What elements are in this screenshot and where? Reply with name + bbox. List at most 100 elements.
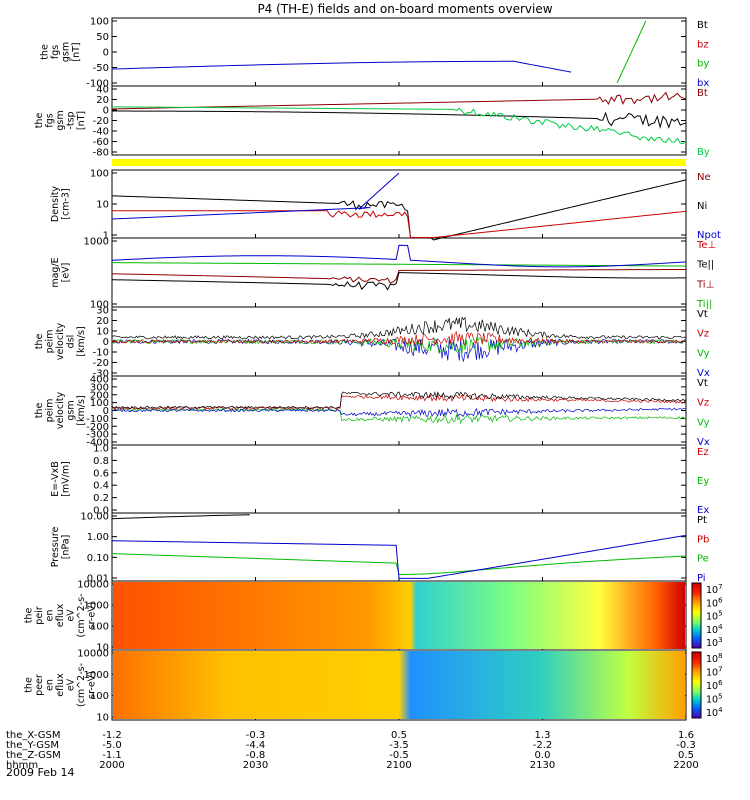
y-axis-label-line: fgs xyxy=(45,113,56,127)
y-axis-label: the fgs gsm -tsp [nT] xyxy=(34,110,87,130)
y-axis-label: the peim velocity gsm [km/s] xyxy=(34,392,87,430)
series-pi xyxy=(111,534,687,579)
series-ne xyxy=(112,210,687,239)
y-tick-label: 10 xyxy=(96,643,109,654)
x-row-value: 0.0 xyxy=(535,750,551,761)
series-vy-dsl xyxy=(111,336,687,355)
x-row-value: -2.2 xyxy=(533,740,553,751)
series-bx xyxy=(111,60,572,73)
colorbar-label: 107 xyxy=(706,666,723,679)
y-axis-label: E=-VxB [mV/m] xyxy=(50,461,72,497)
y-axis-label-line: mag/E xyxy=(50,257,61,287)
legend-ez: Ez xyxy=(697,447,709,458)
x-row-value: 0.5 xyxy=(391,730,407,741)
panel-bfgs: the fgs gsm [nT] 100 50 0 -50 -100 Bt bz by bx xyxy=(39,17,709,90)
series-pe xyxy=(111,553,687,575)
x-row-value: -3.5 xyxy=(389,740,409,751)
y-tick-label: 0.0 xyxy=(93,506,109,517)
x-row-value: 0.5 xyxy=(678,750,694,761)
colorbar xyxy=(691,582,702,649)
legend-ne: Ne xyxy=(697,172,711,183)
legend-vz: Vz xyxy=(697,398,709,409)
y-axis-label-line: [nPa] xyxy=(60,535,71,560)
y-tick-label: 0.2 xyxy=(93,493,109,504)
y-tick-label: -400 xyxy=(86,438,109,449)
y-tick-label: 100 xyxy=(90,398,109,409)
y-axis-label-line: [nT] xyxy=(76,111,87,130)
y-tick-label: -60 xyxy=(93,137,109,148)
legend-ni: Ni xyxy=(697,201,707,212)
y-axis-label: mag/E [eV] xyxy=(50,257,72,287)
legend-pb: Pb xyxy=(697,534,709,545)
y-tick-label: 300 xyxy=(90,382,109,393)
y-tick-label: 400 xyxy=(90,375,109,386)
y-axis-label-line: the xyxy=(34,334,45,350)
legend-pi: Pi xyxy=(697,573,706,584)
x-row-value: 1.6 xyxy=(678,730,694,741)
y-tick-label: 10.00 xyxy=(80,512,109,523)
x-row-value: 2030 xyxy=(243,760,268,771)
series-bt xyxy=(111,91,687,110)
spectrogram-frame xyxy=(111,649,687,721)
y-axis-label-line: en xyxy=(45,679,56,691)
x-row-label: the_Y-GSM xyxy=(6,740,59,751)
y-tick-label: 0.01 xyxy=(87,574,109,585)
x-row-value: 2130 xyxy=(530,760,555,771)
y-tick-label: 40 xyxy=(96,85,109,96)
y-tick-label: -50 xyxy=(93,63,109,74)
y-axis-label-line: [mV/m] xyxy=(60,461,71,497)
y-tick-label: 1.00 xyxy=(87,532,109,543)
y-axis-label: the fgs gsm [nT] xyxy=(39,42,82,62)
panel-frame xyxy=(111,85,687,156)
y-axis-label-line: Pressure xyxy=(50,527,61,568)
y-tick-label: 0.10 xyxy=(87,553,109,564)
x-row-value: -4.4 xyxy=(246,740,266,751)
y-tick-label: 100 xyxy=(90,17,109,28)
y-axis-label-line: E=-VxB xyxy=(50,461,61,496)
y-tick-label: 100 xyxy=(90,622,109,633)
y-axis-label: the peir en eflux eV (cm^2-s-sr-eV) xyxy=(24,594,98,638)
legend-bt: Bt xyxy=(697,88,708,99)
y-tick-label: -300 xyxy=(86,430,109,441)
y-tick-label: -80 xyxy=(93,148,109,159)
y-tick-label: 0 xyxy=(103,406,109,417)
colorbar-label: 108 xyxy=(706,652,723,665)
y-axis-label-line: -tsp xyxy=(66,111,77,129)
legend-by: By xyxy=(697,147,710,158)
y-axis-label-line: sr-eV) xyxy=(87,602,98,630)
series-bx-tsp xyxy=(111,110,687,129)
y-tick-label: 10 xyxy=(96,713,109,724)
x-row-value: 1.3 xyxy=(535,730,551,741)
y-axis-label: Pressure [nPa] xyxy=(50,527,72,568)
legend-te||: Te|| xyxy=(696,260,714,271)
legend-ti||: Ti|| xyxy=(696,299,712,310)
y-tick-label: 20 xyxy=(96,316,109,327)
x-row-value: -1.2 xyxy=(102,730,122,741)
date-label: 2009 Feb 14 xyxy=(6,766,74,779)
legend-by: by xyxy=(697,59,709,70)
y-tick-label: 1 xyxy=(103,231,109,242)
y-axis-label: the peer en eflux eV (cm^2-s-sr-eV) xyxy=(24,663,98,707)
series-vt-gsm xyxy=(111,391,687,409)
y-axis-label-line: [nT] xyxy=(71,42,82,61)
series-vt-dsl xyxy=(111,316,687,340)
panel-ve: the peim velocity dsl [km/s] 3020100-10-20-30… xyxy=(34,306,710,380)
panel-frame xyxy=(111,17,687,87)
y-tick-label: 0 xyxy=(103,337,109,348)
panel-efield: E=-VxB [mV/m] 1.00.80.6 0.40.2 0.0 Ez Ey Ex xyxy=(50,444,710,517)
legend-vx: Vx xyxy=(697,368,710,379)
y-axis-label-line: Density xyxy=(50,186,61,222)
y-axis-label-line: (cm^2-s- xyxy=(76,663,87,707)
y-tick-label: 10000 xyxy=(77,649,109,660)
y-tick-label: 10 xyxy=(96,200,109,211)
series-by-tsp xyxy=(111,106,687,145)
y-axis-label-line: dsl xyxy=(66,335,77,349)
y-tick-label: 0.8 xyxy=(93,456,109,467)
x-row-value: -1.1 xyxy=(102,750,122,761)
series-ti-par xyxy=(111,262,687,267)
x-row-value: 2100 xyxy=(386,760,411,771)
colorbar-label: 105 xyxy=(706,610,723,623)
x-row-value: 2000 xyxy=(99,760,124,771)
